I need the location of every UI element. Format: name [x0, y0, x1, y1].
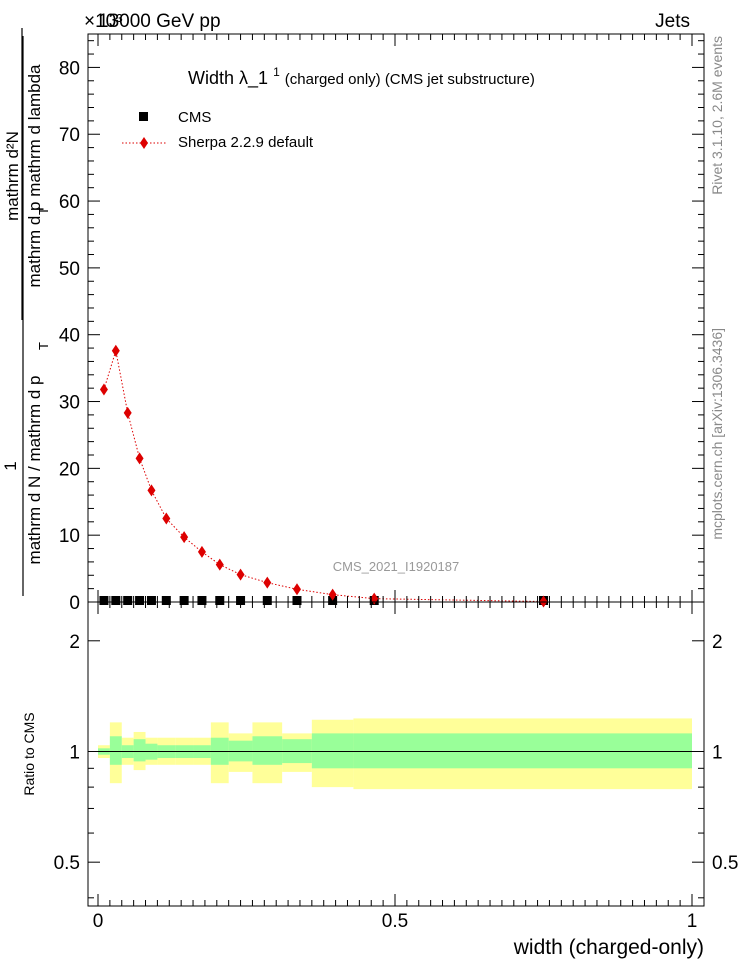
x-axis-label: width (charged-only): [513, 936, 704, 959]
ylabel-outer-subscript: T: [36, 342, 51, 350]
sherpa-series-line: [103, 350, 544, 603]
main-y-tick-label: 0: [69, 593, 80, 614]
plot-title-main: Width λ_1: [188, 68, 268, 89]
legend-marker-cms: [139, 112, 148, 121]
main-x-ticks: [97, 34, 693, 602]
ratio-x-tick-label: 1: [687, 911, 698, 932]
ratio-y-ticks: 0.5 0.5 1 1 2 2: [54, 632, 738, 899]
plot-title-sub: (charged only) (CMS jet substructure): [285, 71, 535, 88]
main-y-tick-label: 20: [59, 459, 80, 480]
ylabel-numerator: mathrm d²N: [3, 131, 22, 221]
main-plot-layer: [99, 344, 548, 608]
sherpa-data-point: [99, 383, 108, 396]
main-y-tick-label: 60: [59, 192, 80, 213]
main-y-tick-label: 10: [59, 526, 80, 547]
sherpa-data-point: [197, 545, 206, 558]
y-exponent-marker: ×10³: [84, 11, 123, 32]
main-y-tick-label: 50: [59, 259, 80, 280]
ratio-band-inner: [252, 736, 283, 765]
ratio-y-tick-label-left: 1: [69, 742, 80, 763]
cms-data-point: [135, 596, 145, 605]
sherpa-data-point: [215, 558, 224, 571]
cms-data-point: [146, 596, 156, 605]
sherpa-data-point: [292, 583, 301, 596]
cms-data-point: [161, 596, 171, 605]
ratio-bands-layer: [98, 718, 692, 790]
sherpa-data-point: [263, 576, 272, 589]
legend-label-sherpa: Sherpa 2.2.9 default: [178, 134, 314, 151]
sherpa-data-point: [236, 568, 245, 581]
cms-data-point: [262, 596, 272, 605]
ylabel-outer-denominator: mathrm d N / mathrm d p: [25, 376, 44, 565]
ylabel-inner-subscript: T: [36, 207, 51, 215]
ratio-band-inner: [311, 733, 354, 769]
process-label: Jets: [655, 11, 690, 32]
cms-data-point: [292, 596, 302, 605]
ratio-plot-frame: [87, 601, 705, 907]
main-y-axis-label: mathrm d²N mathrm d p mathrm d lambda T …: [1, 28, 51, 596]
sherpa-data-point: [328, 588, 337, 601]
plot-title: Width λ_1 1 (charged only) (CMS jet subs…: [188, 60, 535, 89]
sherpa-data-point: [147, 484, 156, 497]
sherpa-data-point: [111, 344, 120, 357]
cms-data-point: [179, 596, 189, 605]
ratio-plot: 0.5 0.51 12 2 0 0.5 1: [54, 601, 738, 932]
ratio-y-tick-label-right: 1: [712, 742, 723, 763]
ylabel-inner-denominator: mathrm d p mathrm d lambda: [25, 64, 44, 288]
legend-label-cms: CMS: [178, 109, 211, 126]
sherpa-data-point: [135, 452, 144, 465]
cms-data-point: [123, 596, 133, 605]
cms-data-point: [99, 596, 109, 605]
energy-label: 13000 GeV pp: [98, 11, 221, 32]
ratio-y-axis-label: Ratio to CMS: [21, 712, 37, 795]
ratio-x-tick-label: 0: [93, 911, 104, 932]
ratio-y-tick-label-left: 0.5: [54, 853, 80, 874]
ratio-x-tick-label: 0.5: [382, 911, 408, 932]
analysis-watermark: CMS_2021_I1920187: [333, 559, 460, 574]
cms-data-point: [197, 596, 207, 605]
rivet-version-label: Rivet 3.1.10, 2.6M events: [709, 36, 725, 195]
sherpa-data-point: [180, 531, 189, 544]
main-y-tick-label: 70: [59, 125, 80, 146]
ratio-band-inner: [395, 733, 692, 769]
ratio-band-inner: [133, 739, 146, 762]
ylabel-one: 1: [1, 461, 20, 470]
ratio-x-ticks: 0 0.5 1: [93, 602, 698, 932]
cms-data-point: [215, 596, 225, 605]
plot-title-sup: 1: [273, 65, 280, 79]
ratio-band-inner: [353, 733, 395, 769]
ratio-y-tick-label-right: 2: [712, 632, 723, 653]
main-y-tick-label: 40: [59, 326, 80, 347]
ratio-y-tick-label-left: 2: [69, 632, 80, 653]
cms-data-point: [111, 596, 121, 605]
sherpa-data-point: [123, 406, 132, 419]
main-y-ticks: 0 10 20 30 40 50 60 70 80: [59, 40, 704, 614]
main-y-tick-label: 30: [59, 393, 80, 414]
main-plot: 0 10 20 30 40 50 60 70 80 Width λ_1 1 (charged o…: [59, 33, 705, 614]
ratio-band-inner: [109, 736, 122, 765]
main-y-tick-label: 80: [59, 58, 80, 79]
sherpa-data-point: [162, 512, 171, 525]
ratio-y-tick-label-right: 0.5: [712, 853, 738, 874]
legend-marker-sherpa: [140, 137, 148, 149]
legend: CMS Sherpa 2.2.9 default: [122, 109, 314, 151]
mcplots-label: mcplots.cern.ch [arXiv:1306.3436]: [709, 328, 725, 540]
